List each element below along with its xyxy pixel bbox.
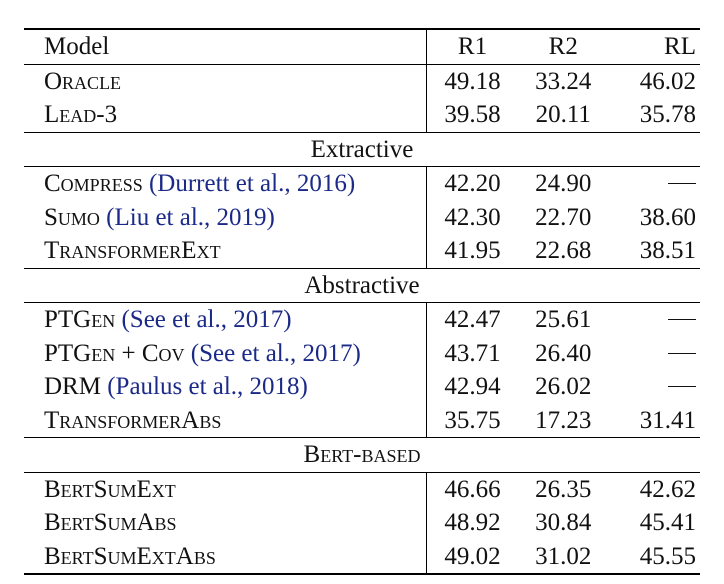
- r1-value: 43.71: [426, 336, 518, 370]
- model-name: TransformerExt: [44, 237, 221, 265]
- r2-value: 26.40: [535, 339, 592, 367]
- model-cell: DRM (Paulus et al., 2018): [24, 370, 427, 404]
- r2-value: 30.84: [535, 509, 592, 537]
- table-row: Sumo (Liu et al., 2019) 42.30 22.70 38.6…: [24, 200, 700, 235]
- rl-value: 45.55: [608, 539, 700, 575]
- rl-value: 31.41: [639, 406, 696, 434]
- rl-value: 38.60: [639, 203, 696, 231]
- table-row: Compress (Durrett et al., 2016) 42.20 24…: [24, 166, 700, 201]
- model-cell: PTGen (See et al., 2017): [24, 302, 427, 337]
- model-cell: Compress (Durrett et al., 2016): [24, 166, 427, 201]
- r1-value: 46.66: [426, 471, 518, 506]
- section-title: Bert-based: [24, 437, 700, 472]
- rl-value: 42.62: [608, 471, 700, 506]
- r1-value: 42.94: [426, 370, 518, 404]
- header-r2: R2: [517, 28, 609, 64]
- r2-value: 20.11: [535, 101, 591, 129]
- dash-mark: [668, 386, 696, 388]
- dash-mark: [668, 183, 696, 185]
- r2-value: 26.02: [535, 373, 592, 401]
- header-r1: R1: [426, 28, 518, 64]
- r1-value: 41.95: [426, 234, 518, 268]
- table-row: BertSumAbs 48.92 30.84 45.41: [24, 506, 700, 540]
- citation-link[interactable]: (Paulus et al., 2018): [107, 373, 308, 401]
- rl-value: 46.02: [608, 63, 700, 98]
- model-name: TransformerAbs: [44, 406, 222, 434]
- citation-link[interactable]: (See et al., 2017): [190, 339, 361, 367]
- rl-value: [609, 337, 700, 371]
- citation-link[interactable]: (See et al., 2017): [121, 306, 292, 334]
- model-cell: TransformerExt: [24, 234, 427, 268]
- section-header: Extractive: [24, 131, 700, 167]
- rl-value: 45.41: [639, 509, 696, 537]
- r2-value: 24.90: [517, 166, 609, 201]
- model-cell: PTGen + Cov (See et al., 2017): [24, 337, 427, 371]
- r2-value: 26.35: [517, 471, 609, 506]
- model-cell: TransformerAbs: [24, 404, 427, 438]
- model-name: Lead-3: [44, 101, 118, 129]
- model-name: BertSumExtAbs: [24, 539, 427, 575]
- r2-value: 33.24: [517, 63, 609, 98]
- r1-value: 39.58: [426, 98, 518, 132]
- table-row: TransformerExt 41.95 22.68 38.51: [24, 234, 700, 268]
- table-row: DRM (Paulus et al., 2018) 42.94 26.02: [24, 370, 700, 404]
- rl-value: 38.51: [639, 237, 696, 265]
- rl-value: [608, 302, 700, 337]
- model-name: Compress: [44, 170, 143, 198]
- table-row: PTGen (See et al., 2017) 42.47 25.61: [24, 302, 700, 337]
- r2-value: 17.23: [535, 406, 592, 434]
- model-cell: Sumo (Liu et al., 2019): [24, 201, 427, 235]
- model-name: BertSumAbs: [44, 509, 177, 537]
- model-name: Sumo: [44, 203, 100, 231]
- rl-value: [608, 166, 700, 201]
- r1-value: 42.30: [426, 200, 518, 234]
- header-rl: RL: [608, 28, 700, 64]
- r1-value: 42.20: [426, 166, 518, 201]
- header-row: Model R1 R2 RL: [24, 28, 700, 64]
- rl-value: 35.78: [639, 101, 696, 129]
- model-name: PTGen: [44, 306, 116, 334]
- r2-value: 31.02: [517, 539, 609, 575]
- table-row: BertSumExt 46.66 26.35 42.62: [24, 471, 700, 506]
- table-row: Lead-3 39.58 20.11 35.78: [24, 98, 700, 132]
- citation-link[interactable]: (Durrett et al., 2016): [148, 170, 356, 198]
- rl-value: [609, 370, 700, 404]
- table-row: PTGen + Cov (See et al., 2017) 43.71 26.…: [24, 336, 700, 371]
- table-row: BertSumExtAbs 49.02 31.02 45.55: [24, 539, 700, 575]
- model-name: PTGen + Cov: [44, 339, 185, 367]
- table-row: TransformerAbs 35.75 17.23 31.41: [24, 403, 700, 438]
- r1-value: 49.18: [426, 63, 518, 98]
- r2-value: 25.61: [517, 302, 609, 337]
- dash-mark: [668, 352, 696, 354]
- r1-value: 48.92: [426, 506, 518, 540]
- r1-value: 42.47: [426, 302, 518, 337]
- section-header: Abstractive: [24, 267, 700, 303]
- table-row: Oracle 49.18 33.24 46.02: [24, 63, 700, 98]
- model-name: DRM: [44, 373, 101, 401]
- r1-value: 49.02: [426, 539, 518, 575]
- model-name: BertSumExt: [24, 471, 427, 506]
- r2-value: 22.70: [535, 203, 592, 231]
- header-model: Model: [24, 28, 427, 64]
- results-table: Model R1 R2 RL Oracle 49.18 33.24 46.02 …: [24, 28, 700, 575]
- citation-link[interactable]: (Liu et al., 2019): [106, 203, 275, 231]
- model-name: Oracle: [24, 63, 427, 98]
- section-header: Bert-based: [24, 437, 700, 472]
- r2-value: 22.68: [535, 237, 592, 265]
- section-title: Extractive: [24, 131, 700, 167]
- section-title: Abstractive: [24, 267, 700, 303]
- r1-value: 35.75: [426, 403, 518, 438]
- dash-mark: [668, 319, 696, 321]
